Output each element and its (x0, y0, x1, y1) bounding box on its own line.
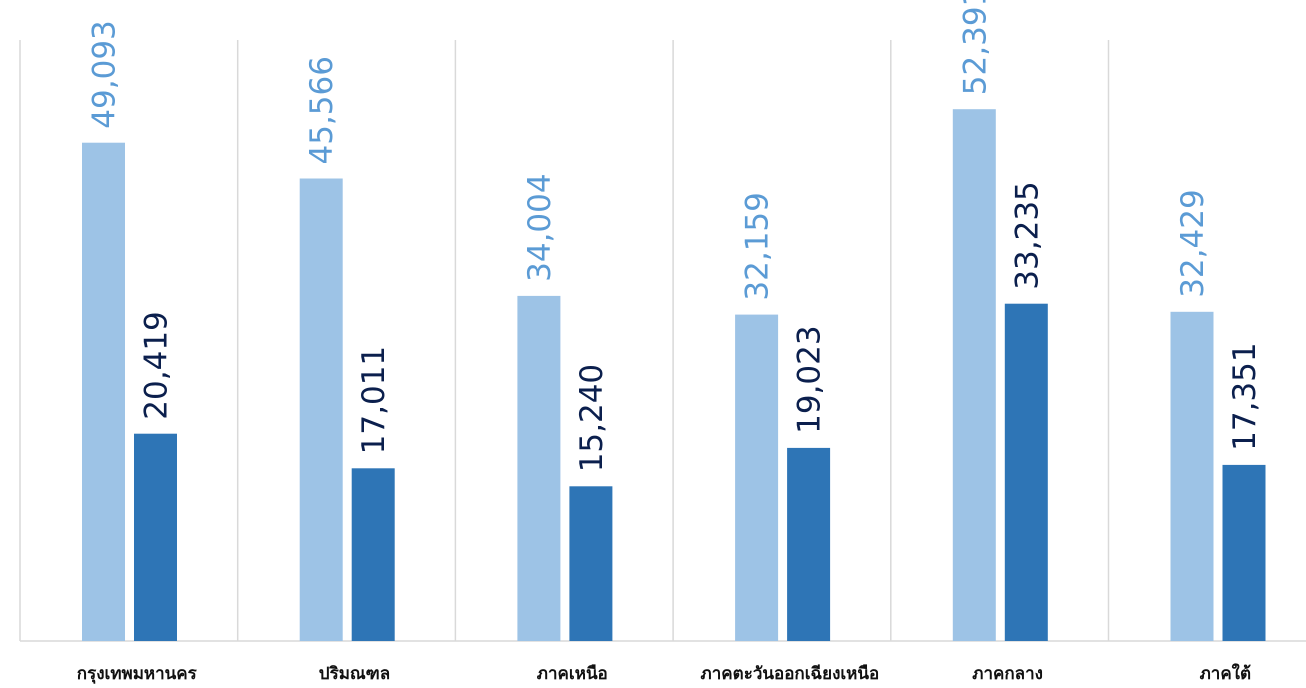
bar-series-2 (1004, 303, 1048, 641)
category-label: ภาคเหนือ (537, 663, 608, 684)
data-label: 32,429 (1175, 189, 1211, 297)
category-label: กรุงเทพมหานคร (77, 664, 198, 684)
bar-series-2 (134, 433, 177, 641)
data-label: 19,023 (792, 325, 828, 433)
category-labels-group: กรุงเทพมหานคร ปริมณฑล ภาคเหนือ ภาคตะวันออกเ… (77, 663, 1251, 684)
data-label: 20,419 (139, 311, 175, 419)
category-label: ภาคตะวันออกเฉียงเหนือ (701, 663, 880, 684)
category-label: ปริมณฑล (319, 664, 390, 684)
data-label: 49,093 (87, 20, 123, 128)
bar-series-1 (1170, 311, 1214, 641)
bar-series-1 (952, 109, 996, 641)
bar-series-1 (299, 178, 343, 641)
bar-series-2 (569, 486, 613, 641)
data-label: 15,240 (574, 364, 610, 472)
data-label: 33,235 (1009, 181, 1045, 289)
bar-series-2 (1222, 464, 1266, 641)
data-label: 52,391 (957, 0, 993, 95)
bars-group (82, 109, 1266, 641)
bar-series-2 (787, 447, 831, 641)
data-labels-group: 49,093 20,419 45,566 17,011 34,004 15,240 32,1… (87, 0, 1264, 472)
bar-series-1 (517, 295, 561, 641)
data-label: 17,351 (1227, 342, 1263, 450)
bar-series-2 (351, 468, 395, 641)
bar-series-1 (82, 142, 125, 641)
category-label: ภาคใต้ (1200, 663, 1251, 684)
category-label: ภาคกลาง (972, 664, 1043, 684)
data-label: 32,159 (740, 192, 776, 300)
data-label: 34,004 (522, 173, 558, 281)
data-label: 45,566 (304, 56, 340, 164)
data-label: 17,011 (356, 346, 392, 454)
category-separators (19, 40, 1110, 641)
bar-series-1 (735, 314, 779, 641)
